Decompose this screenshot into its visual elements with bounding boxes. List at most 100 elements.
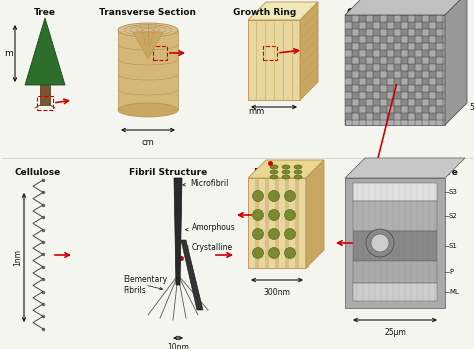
Bar — [380, 113, 387, 120]
Ellipse shape — [118, 23, 178, 37]
Bar — [415, 99, 422, 106]
Bar — [415, 92, 422, 99]
Bar — [380, 99, 387, 106]
Text: Elementary
Fibrils: Elementary Fibrils — [123, 275, 167, 295]
Bar — [345, 22, 352, 29]
Bar — [353, 201, 437, 231]
Bar — [422, 50, 429, 57]
Ellipse shape — [294, 170, 302, 174]
Bar — [366, 71, 373, 78]
Bar — [408, 92, 415, 99]
Bar — [415, 64, 422, 71]
Bar — [352, 57, 359, 64]
Bar — [373, 106, 380, 113]
Bar — [394, 92, 401, 99]
Bar — [422, 71, 429, 78]
Ellipse shape — [118, 103, 178, 117]
Bar — [353, 261, 437, 283]
Bar — [387, 92, 394, 99]
Bar — [408, 50, 415, 57]
Bar — [40, 85, 50, 105]
Bar — [366, 22, 373, 29]
Bar — [373, 71, 380, 78]
Bar — [401, 64, 408, 71]
Bar — [387, 64, 394, 71]
Bar — [366, 36, 373, 43]
Bar — [394, 22, 401, 29]
Bar — [401, 99, 408, 106]
Polygon shape — [133, 32, 163, 59]
Bar — [373, 85, 380, 92]
Bar — [359, 36, 366, 43]
Ellipse shape — [284, 209, 295, 221]
Ellipse shape — [253, 229, 264, 239]
Bar — [422, 29, 429, 36]
Bar — [401, 50, 408, 57]
Ellipse shape — [366, 229, 394, 257]
Ellipse shape — [371, 234, 389, 252]
Bar — [345, 36, 352, 43]
Bar — [380, 15, 387, 22]
Text: 500μm: 500μm — [469, 104, 474, 112]
Bar — [352, 106, 359, 113]
Bar — [359, 113, 366, 120]
Bar — [275, 178, 279, 268]
Bar — [394, 71, 401, 78]
Text: Growth Ring: Growth Ring — [233, 8, 297, 17]
Polygon shape — [306, 160, 324, 268]
Bar — [408, 85, 415, 92]
Bar — [422, 99, 429, 106]
Bar — [352, 78, 359, 85]
Bar — [408, 106, 415, 113]
Bar — [352, 113, 359, 120]
Bar — [401, 15, 408, 22]
Polygon shape — [248, 160, 324, 178]
Bar — [387, 113, 394, 120]
Bar — [373, 78, 380, 85]
Bar — [359, 15, 366, 22]
Bar — [415, 22, 422, 29]
Bar — [353, 231, 437, 261]
Bar — [429, 106, 436, 113]
Bar — [373, 64, 380, 71]
Bar — [429, 43, 436, 50]
Text: ML: ML — [449, 289, 459, 295]
Bar — [359, 64, 366, 71]
Bar — [436, 113, 443, 120]
Bar — [353, 283, 437, 301]
Text: Fibril Structure: Fibril Structure — [129, 168, 207, 177]
Bar — [387, 43, 394, 50]
Bar — [394, 43, 401, 50]
Bar — [408, 99, 415, 106]
Bar — [359, 92, 366, 99]
Polygon shape — [345, 0, 467, 15]
Bar — [415, 50, 422, 57]
Bar — [408, 29, 415, 36]
Bar — [380, 92, 387, 99]
Bar — [415, 36, 422, 43]
Bar — [401, 92, 408, 99]
Bar — [436, 29, 443, 36]
Bar — [359, 71, 366, 78]
Bar — [387, 99, 394, 106]
Bar — [394, 78, 401, 85]
Text: Crystalline: Crystalline — [185, 244, 233, 252]
Bar — [345, 50, 352, 57]
Bar — [429, 64, 436, 71]
Bar — [366, 106, 373, 113]
Bar — [408, 15, 415, 22]
Bar — [380, 50, 387, 57]
Ellipse shape — [284, 191, 295, 201]
Bar — [415, 29, 422, 36]
Bar — [429, 22, 436, 29]
Bar — [422, 78, 429, 85]
Bar — [352, 71, 359, 78]
Ellipse shape — [282, 175, 290, 179]
Bar — [366, 78, 373, 85]
Text: Tree: Tree — [34, 8, 56, 17]
Bar — [429, 99, 436, 106]
Bar — [345, 78, 352, 85]
Bar — [352, 22, 359, 29]
Bar — [118, 30, 178, 110]
Bar — [436, 85, 443, 92]
